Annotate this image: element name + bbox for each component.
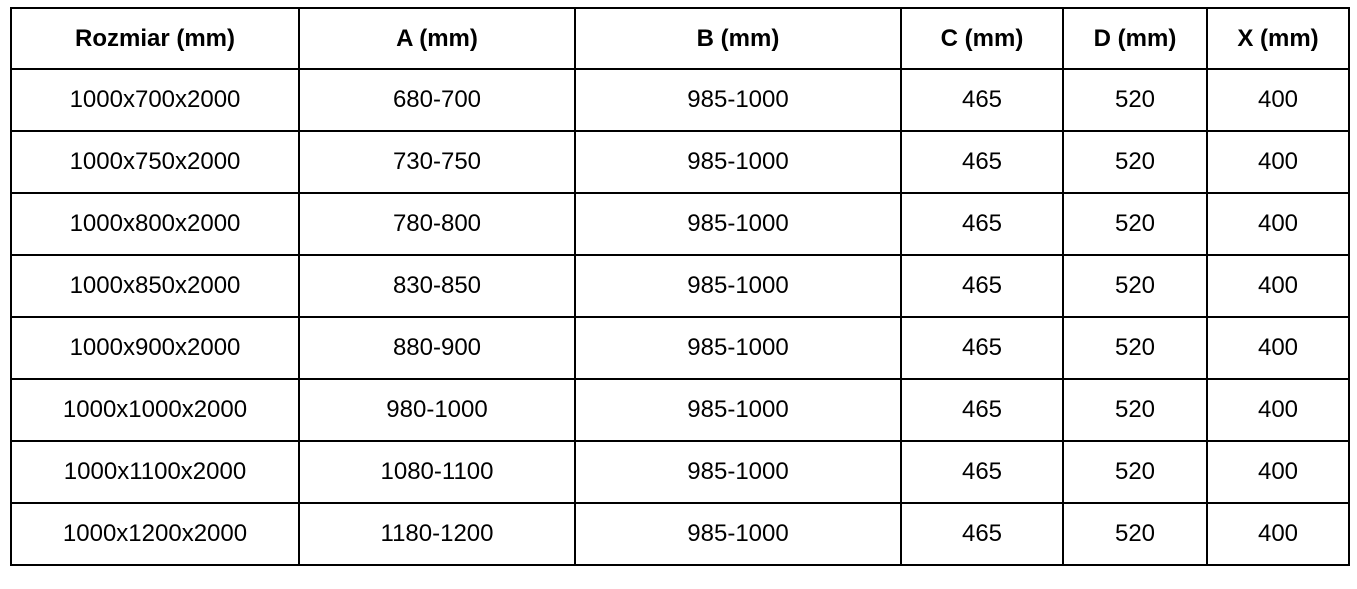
table-cell: 1000x1000x2000: [10, 378, 300, 442]
header-row: Rozmiar (mm) A (mm) B (mm) C (mm) D (mm) X (m…: [10, 7, 1350, 70]
table-cell: 520: [1062, 440, 1208, 504]
table-cell: 780-800: [298, 192, 576, 256]
table-cell: 985-1000: [574, 316, 902, 380]
table-cell: 400: [1206, 440, 1350, 504]
column-header: Rozmiar (mm): [10, 7, 300, 70]
table-cell: 1000x750x2000: [10, 130, 300, 194]
column-header: D (mm): [1062, 7, 1208, 70]
table-cell: 985-1000: [574, 130, 902, 194]
table-cell: 400: [1206, 502, 1350, 566]
table-cell: 520: [1062, 192, 1208, 256]
table-cell: 465: [900, 192, 1064, 256]
table-cell: 980-1000: [298, 378, 576, 442]
table-row: 1000x800x2000 780-800 985-1000 465 520 400: [10, 192, 1350, 256]
table-cell: 400: [1206, 316, 1350, 380]
table-cell: 1000x800x2000: [10, 192, 300, 256]
table-cell: 520: [1062, 130, 1208, 194]
table-cell: 465: [900, 316, 1064, 380]
table-cell: 465: [900, 440, 1064, 504]
table-cell: 1000x1200x2000: [10, 502, 300, 566]
table-row: 1000x900x2000 880-900 985-1000 465 520 400: [10, 316, 1350, 380]
table-cell: 400: [1206, 254, 1350, 318]
table-cell: 400: [1206, 68, 1350, 132]
table-cell: 985-1000: [574, 378, 902, 442]
table-cell: 465: [900, 68, 1064, 132]
table-cell: 1000x850x2000: [10, 254, 300, 318]
table-cell: 465: [900, 254, 1064, 318]
table-cell: 730-750: [298, 130, 576, 194]
table-cell: 1180-1200: [298, 502, 576, 566]
table-cell: 465: [900, 130, 1064, 194]
table-cell: 985-1000: [574, 254, 902, 318]
table-row: 1000x750x2000 730-750 985-1000 465 520 400: [10, 130, 1350, 194]
table-cell: 520: [1062, 254, 1208, 318]
table-cell: 985-1000: [574, 440, 902, 504]
table-cell: 1000x900x2000: [10, 316, 300, 380]
table-cell: 400: [1206, 378, 1350, 442]
column-header: C (mm): [900, 7, 1064, 70]
column-header: A (mm): [298, 7, 576, 70]
column-header: X (mm): [1206, 7, 1350, 70]
table-row: 1000x1100x2000 1080-1100 985-1000 465 520 400: [10, 440, 1350, 504]
table-cell: 400: [1206, 130, 1350, 194]
table-cell: 830-850: [298, 254, 576, 318]
table-cell: 1000x1100x2000: [10, 440, 300, 504]
table-cell: 520: [1062, 378, 1208, 442]
table-cell: 400: [1206, 192, 1350, 256]
table-row: 1000x1200x2000 1180-1200 985-1000 465 520 400: [10, 502, 1350, 566]
table-cell: 1000x700x2000: [10, 68, 300, 132]
table-cell: 520: [1062, 502, 1208, 566]
table-row: 1000x700x2000 680-700 985-1000 465 520 400: [10, 68, 1350, 132]
table-cell: 985-1000: [574, 68, 902, 132]
table-cell: 465: [900, 378, 1064, 442]
table-cell: 1080-1100: [298, 440, 576, 504]
table-cell: 985-1000: [574, 502, 902, 566]
table-cell: 465: [900, 502, 1064, 566]
table-cell: 520: [1062, 68, 1208, 132]
table-cell: 520: [1062, 316, 1208, 380]
column-header: B (mm): [574, 7, 902, 70]
table-cell: 880-900: [298, 316, 576, 380]
table-cell: 985-1000: [574, 192, 902, 256]
dimensions-table: Rozmiar (mm) A (mm) B (mm) C (mm) D (mm) X (m…: [10, 7, 1350, 566]
table-cell: 680-700: [298, 68, 576, 132]
table-row: 1000x1000x2000 980-1000 985-1000 465 520 400: [10, 378, 1350, 442]
table-row: 1000x850x2000 830-850 985-1000 465 520 400: [10, 254, 1350, 318]
